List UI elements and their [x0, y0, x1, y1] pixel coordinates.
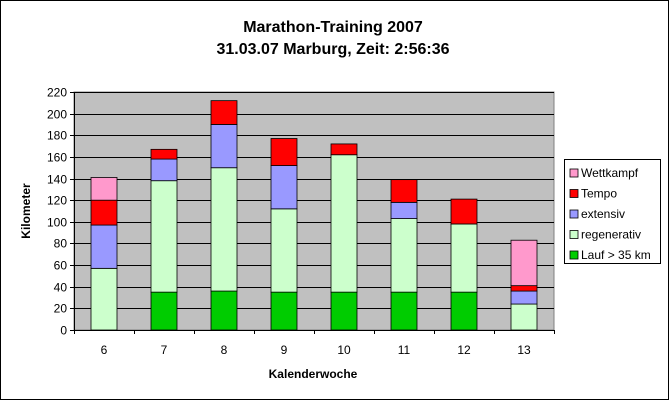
legend-swatch — [569, 209, 579, 219]
bar-segment — [390, 218, 418, 293]
bar-segment — [210, 290, 238, 331]
y-axis-label: Kilometer — [19, 183, 33, 239]
x-tick-label: 7 — [161, 343, 168, 357]
bar-segment — [510, 239, 538, 287]
bar-segment — [150, 148, 178, 160]
y-tick-label: 180 — [47, 129, 67, 143]
bar-segment — [210, 124, 238, 169]
y-tick-label: 220 — [47, 86, 67, 100]
y-tick-label: 160 — [47, 151, 67, 165]
y-tick-label: 40 — [54, 281, 68, 295]
chart-subtitle: 31.03.07 Marburg, Zeit: 2:56:36 — [217, 41, 450, 58]
bar-segment — [270, 291, 298, 331]
bar-segment — [450, 291, 478, 331]
x-tick-label: 11 — [398, 343, 411, 357]
y-tick-label: 80 — [54, 237, 68, 251]
legend-label: regenerativ — [581, 228, 641, 242]
x-tick-label: 8 — [221, 343, 228, 357]
bar-segment — [390, 201, 418, 219]
bar-segment — [330, 291, 358, 331]
bar-segment — [270, 165, 298, 210]
x-tick-label: 9 — [281, 343, 288, 357]
bar-segment — [90, 199, 118, 226]
bar-segment — [510, 290, 538, 305]
bar-segment — [150, 158, 178, 182]
y-tick-label: 100 — [47, 216, 67, 230]
legend-swatch — [569, 250, 579, 260]
y-tick-label: 200 — [47, 108, 67, 122]
y-tick-label: 60 — [54, 259, 68, 273]
y-tick-label: 0 — [60, 324, 67, 338]
bar-segment — [390, 291, 418, 331]
legend-label: Wettkampf — [581, 166, 639, 180]
bar-segment — [450, 223, 478, 293]
chart-title: Marathon-Training 2007 — [243, 19, 423, 36]
bar-segment — [90, 267, 118, 331]
bar-segment — [330, 143, 358, 156]
y-tick-label: 20 — [54, 302, 68, 316]
bar-segment — [270, 208, 298, 293]
plot-background — [73, 91, 555, 331]
bar-segment — [90, 177, 118, 201]
bar-segment — [390, 179, 418, 203]
y-tick-label: 140 — [47, 173, 67, 187]
legend-swatch — [569, 168, 579, 178]
bar-segment — [210, 167, 238, 292]
bar-segment — [90, 224, 118, 269]
legend-label: Lauf > 35 km — [581, 248, 651, 262]
bar-segment — [330, 154, 358, 293]
axes: 0 20 40 60 80 100 120 140 160 180 200 220 6 7 8 9 10 11 12… — [47, 86, 555, 357]
bar-segment — [150, 180, 178, 293]
y-tick-label: 120 — [47, 194, 67, 208]
bar-segment — [270, 138, 298, 166]
bar-segment — [450, 198, 478, 225]
legend-label: Tempo — [581, 187, 617, 201]
plot-area — [73, 91, 555, 331]
bar-segment — [510, 285, 538, 292]
legend-swatch — [569, 189, 579, 198]
legend-box — [564, 159, 661, 264]
x-tick-label: 6 — [101, 343, 108, 357]
bar-segment — [150, 291, 178, 331]
legend: Wettkampf Tempo extensiv regenerativ Lauf > … — [564, 159, 661, 264]
legend-label: extensiv — [581, 207, 625, 221]
x-tick-label: 12 — [457, 343, 471, 357]
x-tick-label: 10 — [337, 343, 351, 357]
x-tick-label: 13 — [517, 343, 531, 357]
bar-segment — [210, 100, 238, 125]
bar-segment — [510, 303, 538, 331]
x-axis-label: Kalenderwoche — [269, 367, 358, 381]
legend-swatch — [569, 230, 579, 239]
